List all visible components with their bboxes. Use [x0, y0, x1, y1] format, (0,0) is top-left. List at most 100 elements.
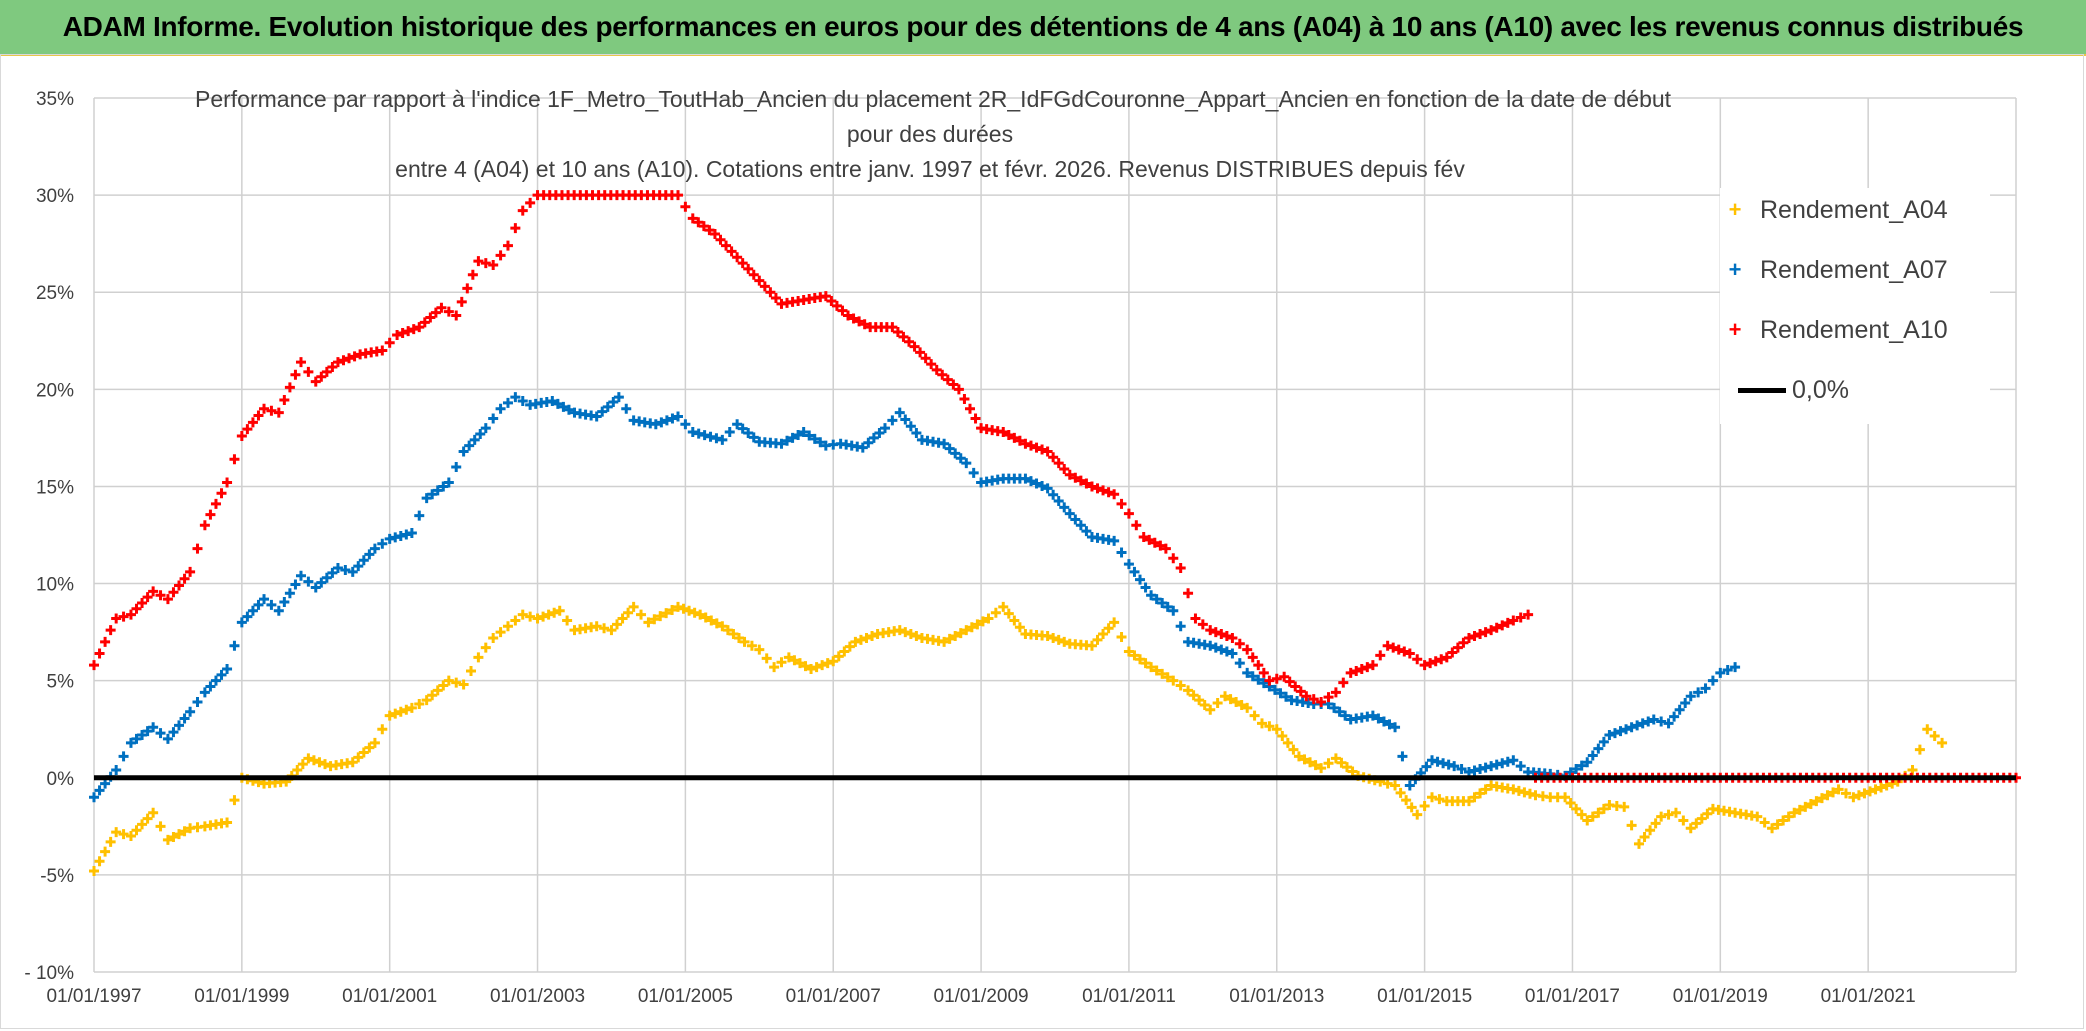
data-point	[236, 617, 247, 628]
data-point	[1449, 761, 1460, 772]
data-point	[892, 327, 903, 338]
data-point	[1231, 697, 1242, 708]
data-point	[1308, 694, 1319, 705]
data-point	[1390, 722, 1401, 733]
data-point	[1399, 646, 1410, 657]
data-point	[488, 632, 499, 643]
data-point	[1064, 508, 1075, 519]
data-point	[1515, 761, 1526, 772]
data-point	[833, 651, 844, 662]
data-point	[364, 742, 375, 753]
data-point	[944, 633, 955, 644]
data-point	[94, 785, 105, 796]
data-point	[1515, 612, 1526, 623]
data-point	[700, 612, 711, 623]
data-point	[789, 655, 800, 666]
data-point	[1669, 711, 1680, 722]
legend-item-a07[interactable]: + Rendement_A07	[1720, 250, 1948, 290]
data-point	[517, 609, 528, 620]
data-point	[1247, 652, 1258, 663]
data-point	[1323, 692, 1334, 703]
data-point	[1109, 535, 1120, 546]
data-point	[1767, 823, 1778, 834]
data-point	[1347, 766, 1358, 777]
x-axis-ticks: 01/01/1997 01/01/1999 01/01/2001 01/01/2003…	[46, 986, 1915, 1007]
legend-item-zero[interactable]: 0,0%	[1738, 370, 1849, 410]
data-point	[1236, 699, 1247, 710]
data-point	[1805, 798, 1816, 809]
data-point	[406, 528, 417, 539]
data-point	[222, 664, 233, 675]
legend-item-a04[interactable]: + Rendement_A04	[1720, 190, 1948, 230]
data-point	[1436, 654, 1447, 665]
data-point	[1183, 685, 1194, 696]
data-point	[205, 509, 216, 520]
data-point	[347, 757, 358, 768]
data-point	[1582, 757, 1593, 768]
data-point	[1310, 760, 1321, 771]
data-point	[438, 481, 449, 492]
data-point	[793, 429, 804, 440]
data-point	[179, 826, 190, 837]
data-point	[111, 613, 122, 624]
legend-item-a10[interactable]: + Rendement_A10	[1720, 310, 1948, 350]
data-point	[783, 652, 794, 663]
data-point	[303, 366, 314, 377]
data-point	[473, 652, 484, 663]
data-point	[179, 713, 190, 724]
data-point	[480, 642, 491, 653]
y-tick-label: 20%	[36, 380, 74, 401]
data-point	[1452, 642, 1463, 653]
data-point	[724, 427, 735, 438]
data-point	[137, 730, 148, 741]
data-point	[137, 597, 148, 608]
data-point	[443, 306, 454, 317]
data-point	[284, 588, 295, 599]
data-point	[931, 364, 942, 375]
data-point	[839, 646, 850, 657]
data-point	[1702, 808, 1713, 819]
data-point	[968, 467, 979, 478]
data-point	[1221, 630, 1232, 641]
data-point	[1587, 811, 1598, 822]
data-point	[364, 549, 375, 560]
data-point	[125, 737, 136, 748]
data-point	[591, 411, 602, 422]
data-point	[1053, 496, 1064, 507]
legend-line-zero	[1738, 387, 1786, 393]
data-point	[517, 205, 528, 216]
data-point	[532, 613, 543, 624]
data-point	[787, 432, 798, 443]
data-point	[1571, 764, 1582, 775]
data-point	[502, 621, 513, 632]
data-point	[1149, 537, 1160, 548]
data-point	[715, 234, 726, 245]
data-point	[1175, 680, 1186, 691]
data-point	[1003, 608, 1014, 619]
data-point	[377, 538, 388, 549]
data-point	[900, 414, 911, 425]
data-point	[1730, 662, 1741, 673]
data-point	[1929, 731, 1940, 742]
data-point	[1401, 795, 1412, 806]
data-point	[1282, 737, 1293, 748]
data-point	[1822, 790, 1833, 801]
data-point	[377, 724, 388, 735]
x-tick-label: 01/01/2019	[1673, 986, 1768, 1007]
data-point	[1290, 681, 1301, 692]
data-point	[905, 421, 916, 432]
data-point	[475, 429, 486, 440]
data-point	[822, 658, 833, 669]
data-point	[390, 708, 401, 719]
data-point	[1639, 832, 1650, 843]
data-point	[451, 310, 462, 321]
data-point	[1210, 627, 1221, 638]
data-point	[427, 489, 438, 500]
data-point	[1685, 691, 1696, 702]
data-point	[155, 821, 166, 832]
data-point	[942, 374, 953, 385]
data-point	[1031, 442, 1042, 453]
data-point	[1576, 760, 1587, 771]
data-point	[290, 579, 301, 590]
data-point	[1469, 630, 1480, 641]
